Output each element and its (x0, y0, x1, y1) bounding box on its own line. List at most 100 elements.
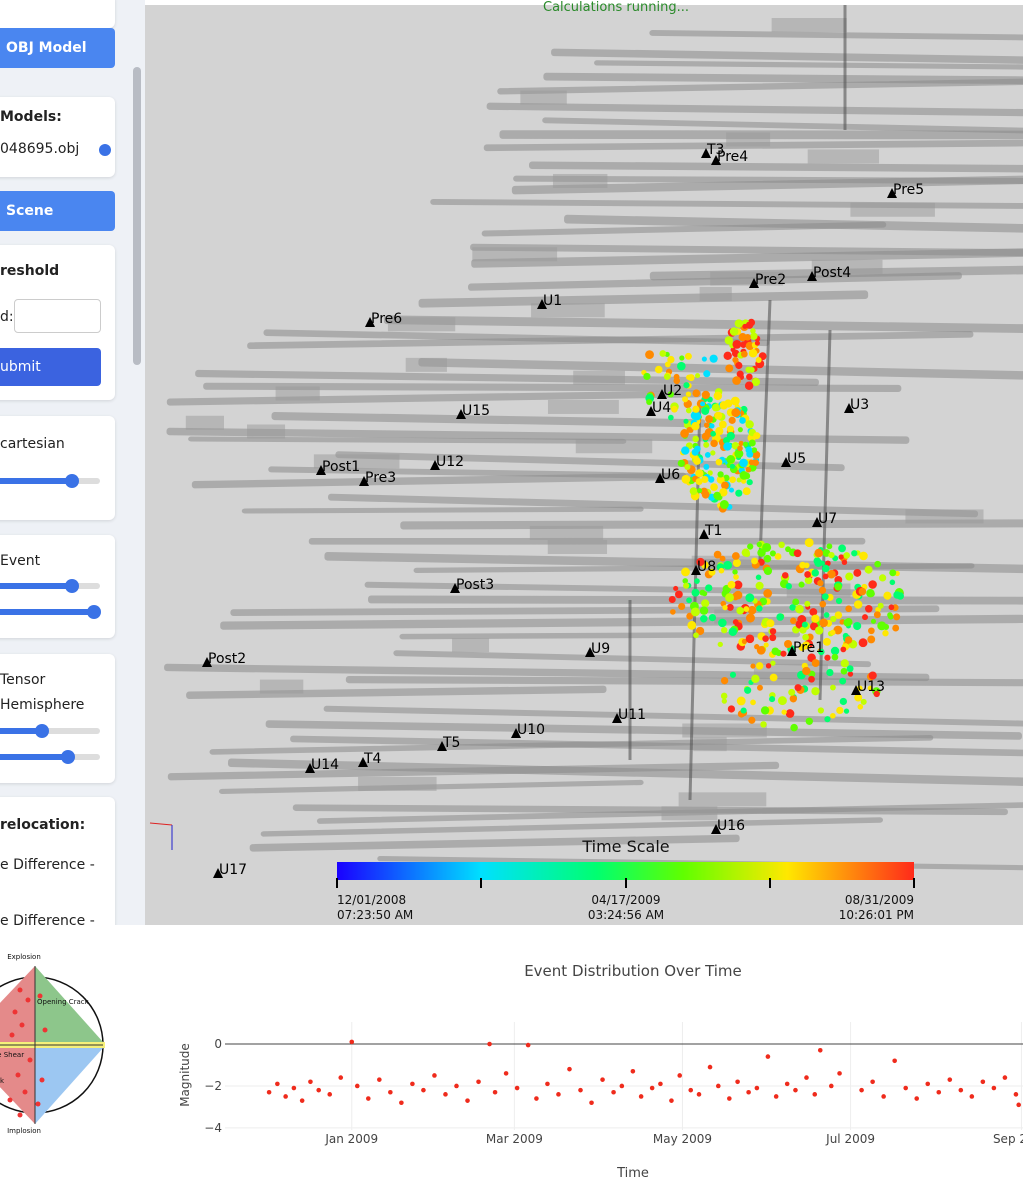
station-marker (511, 728, 521, 738)
x-tick-label: Jul 2009 (825, 1132, 875, 1146)
event-point (813, 552, 820, 558)
event-point (738, 333, 747, 342)
event-point (705, 403, 712, 410)
event-point (803, 562, 810, 569)
stope (661, 806, 718, 821)
event-point (755, 581, 764, 590)
event-point (748, 459, 755, 466)
event-point (826, 543, 833, 550)
event-point (824, 716, 831, 723)
event-point (751, 341, 759, 349)
event-point (733, 574, 739, 580)
indicator (99, 144, 111, 156)
event-point (663, 373, 671, 380)
event-point (727, 442, 733, 448)
slider[interactable] (0, 474, 100, 488)
event-point (798, 581, 805, 588)
hudson-label: Pure Shear (0, 1051, 24, 1059)
event-point (747, 543, 754, 550)
viewer[interactable] (145, 5, 1023, 925)
event-point (854, 583, 862, 591)
event-point (744, 551, 751, 558)
hudson-point (22, 1089, 28, 1095)
event-point (830, 684, 836, 691)
station-label: Pre3 (365, 470, 396, 486)
tunnel (594, 60, 1023, 73)
event-point (687, 476, 696, 485)
tunnel (230, 605, 940, 616)
button[interactable]: OBJ Model (0, 28, 115, 68)
event-point (726, 427, 735, 436)
event-point (752, 598, 758, 604)
event-point (757, 632, 766, 641)
point (421, 1087, 426, 1093)
colorbar-date: 08/31/2009 (845, 893, 914, 907)
stope (573, 370, 625, 385)
tunnel (368, 595, 1023, 605)
event-point (843, 634, 851, 643)
station-marker (585, 647, 595, 657)
point (266, 1089, 272, 1095)
text-input[interactable] (14, 299, 101, 333)
tunnel (649, 30, 1023, 43)
event-point (819, 618, 828, 628)
event-point (717, 641, 723, 648)
label: Models: (0, 109, 62, 125)
event-point (776, 613, 784, 621)
scrollbar[interactable] (133, 67, 141, 365)
event-point (740, 341, 747, 348)
event-point (753, 347, 760, 354)
event-point (729, 463, 736, 469)
event-point (737, 351, 745, 359)
event-point (750, 699, 756, 706)
slider[interactable] (0, 605, 101, 619)
event-point (781, 572, 789, 579)
event-point (751, 674, 760, 684)
event-point (718, 420, 727, 429)
event-point (689, 601, 699, 611)
slider[interactable] (0, 579, 100, 593)
event-point (762, 564, 771, 573)
event-point (726, 503, 733, 510)
event-point (872, 687, 881, 696)
event-point (789, 648, 795, 654)
event-point (703, 422, 710, 428)
event-point (741, 603, 750, 613)
tunnel (511, 170, 1023, 195)
event-point (683, 418, 689, 424)
event-point (813, 577, 822, 586)
tunnel (209, 735, 934, 755)
event-point (684, 463, 691, 471)
event-point (709, 416, 716, 424)
event-point (726, 603, 734, 611)
event-point (811, 659, 820, 667)
slider[interactable] (0, 750, 100, 764)
event-point (738, 638, 747, 647)
event-point (748, 428, 757, 437)
stope (850, 202, 935, 217)
event-point (695, 626, 705, 636)
event-point (741, 548, 750, 557)
event-point (707, 422, 714, 429)
event-point (738, 374, 745, 381)
submit-button[interactable]: ubmit (0, 348, 101, 386)
event-point (802, 633, 809, 641)
event-point (875, 606, 881, 613)
slider[interactable] (0, 724, 100, 738)
x-tick-label: Jan 2009 (324, 1132, 378, 1146)
event-point (714, 411, 723, 420)
station-label: U4 (652, 400, 671, 416)
event-point (811, 687, 820, 696)
event-point (711, 433, 721, 443)
station-label: U17 (219, 862, 247, 878)
event-point (756, 541, 762, 548)
event-point (745, 321, 754, 329)
tunnel (241, 506, 644, 514)
event-point (738, 467, 745, 474)
event-point (801, 621, 808, 628)
button[interactable]: Scene (0, 191, 115, 231)
point (465, 1098, 470, 1103)
event-point (734, 445, 742, 453)
hudson-point (19, 1022, 25, 1028)
event-point (762, 635, 769, 642)
